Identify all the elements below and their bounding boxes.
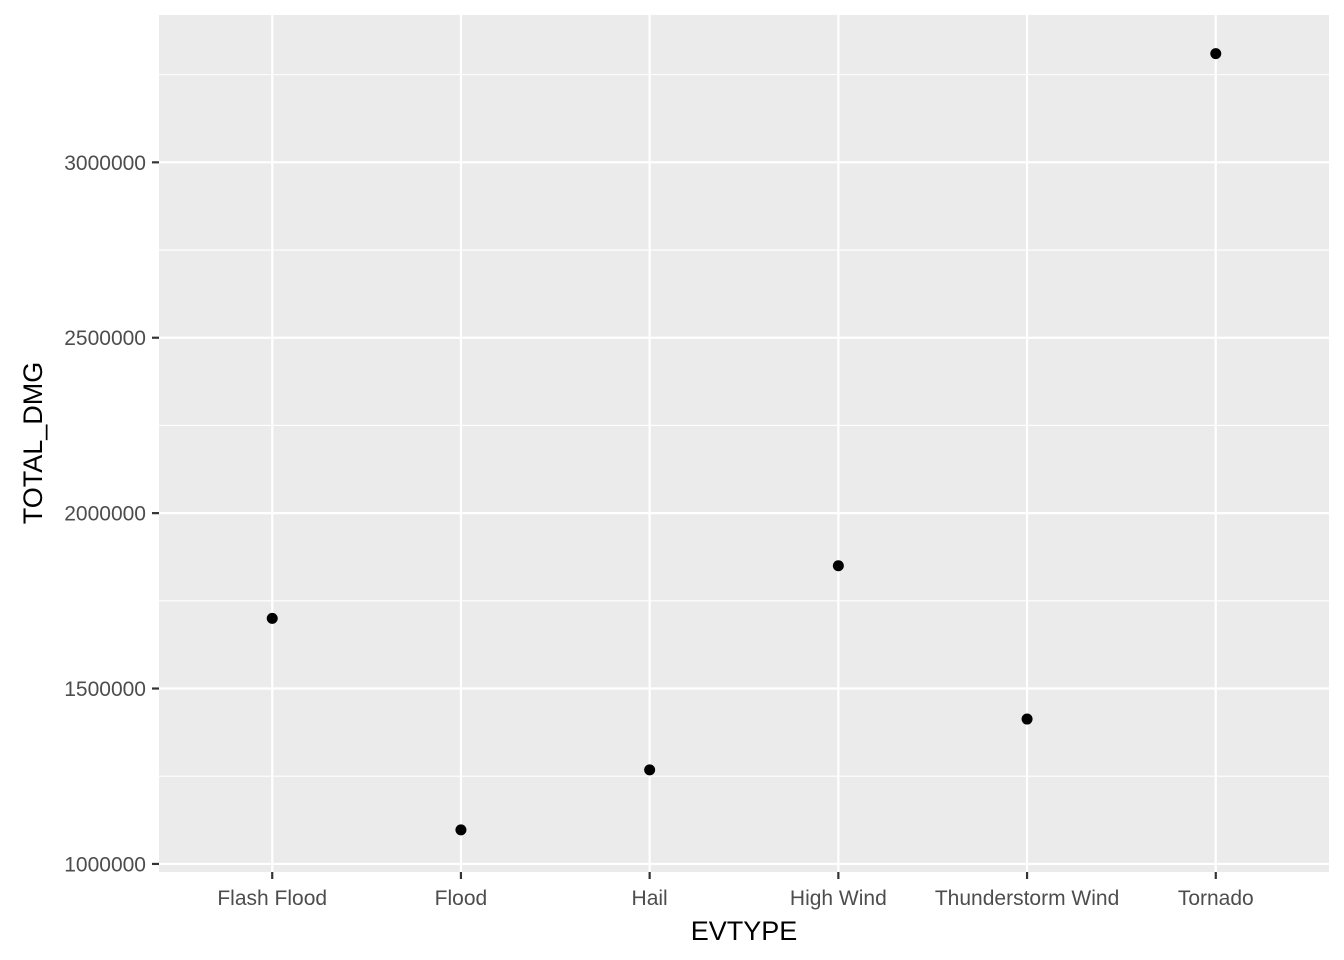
plot-panel bbox=[159, 15, 1329, 872]
y-tick-label: 1000000 bbox=[64, 853, 146, 876]
minor-gridlines bbox=[159, 74, 1329, 777]
x-tick-label: High Wind bbox=[790, 887, 887, 910]
x-tick-label: Flood bbox=[435, 887, 488, 910]
data-point bbox=[1210, 48, 1222, 60]
data-points bbox=[266, 48, 1222, 836]
x-tick-label: Hail bbox=[632, 887, 668, 910]
y-tick-label: 2500000 bbox=[64, 327, 146, 350]
data-point bbox=[455, 824, 467, 836]
x-tick-label: Tornado bbox=[1178, 887, 1254, 910]
data-point bbox=[1021, 713, 1033, 725]
major-gridlines bbox=[159, 15, 1329, 872]
y-tick-label: 1500000 bbox=[64, 678, 146, 701]
x-tick-label: Flash Flood bbox=[217, 887, 327, 910]
data-point bbox=[832, 560, 844, 572]
x-axis: Flash Flood Flood Hail High Wind Thunderstor… bbox=[217, 872, 1254, 910]
y-tick-label: 2000000 bbox=[64, 503, 146, 526]
data-point bbox=[644, 764, 656, 776]
data-point bbox=[266, 612, 278, 624]
y-axis: 1000000 1500000 2000000 2500000 3000000 bbox=[64, 152, 159, 876]
y-axis-title: TOTAL_DMG bbox=[18, 362, 48, 525]
y-tick-label: 3000000 bbox=[64, 152, 146, 175]
x-tick-label: Thunderstorm Wind bbox=[935, 887, 1119, 910]
x-axis-title: EVTYPE bbox=[691, 916, 798, 946]
